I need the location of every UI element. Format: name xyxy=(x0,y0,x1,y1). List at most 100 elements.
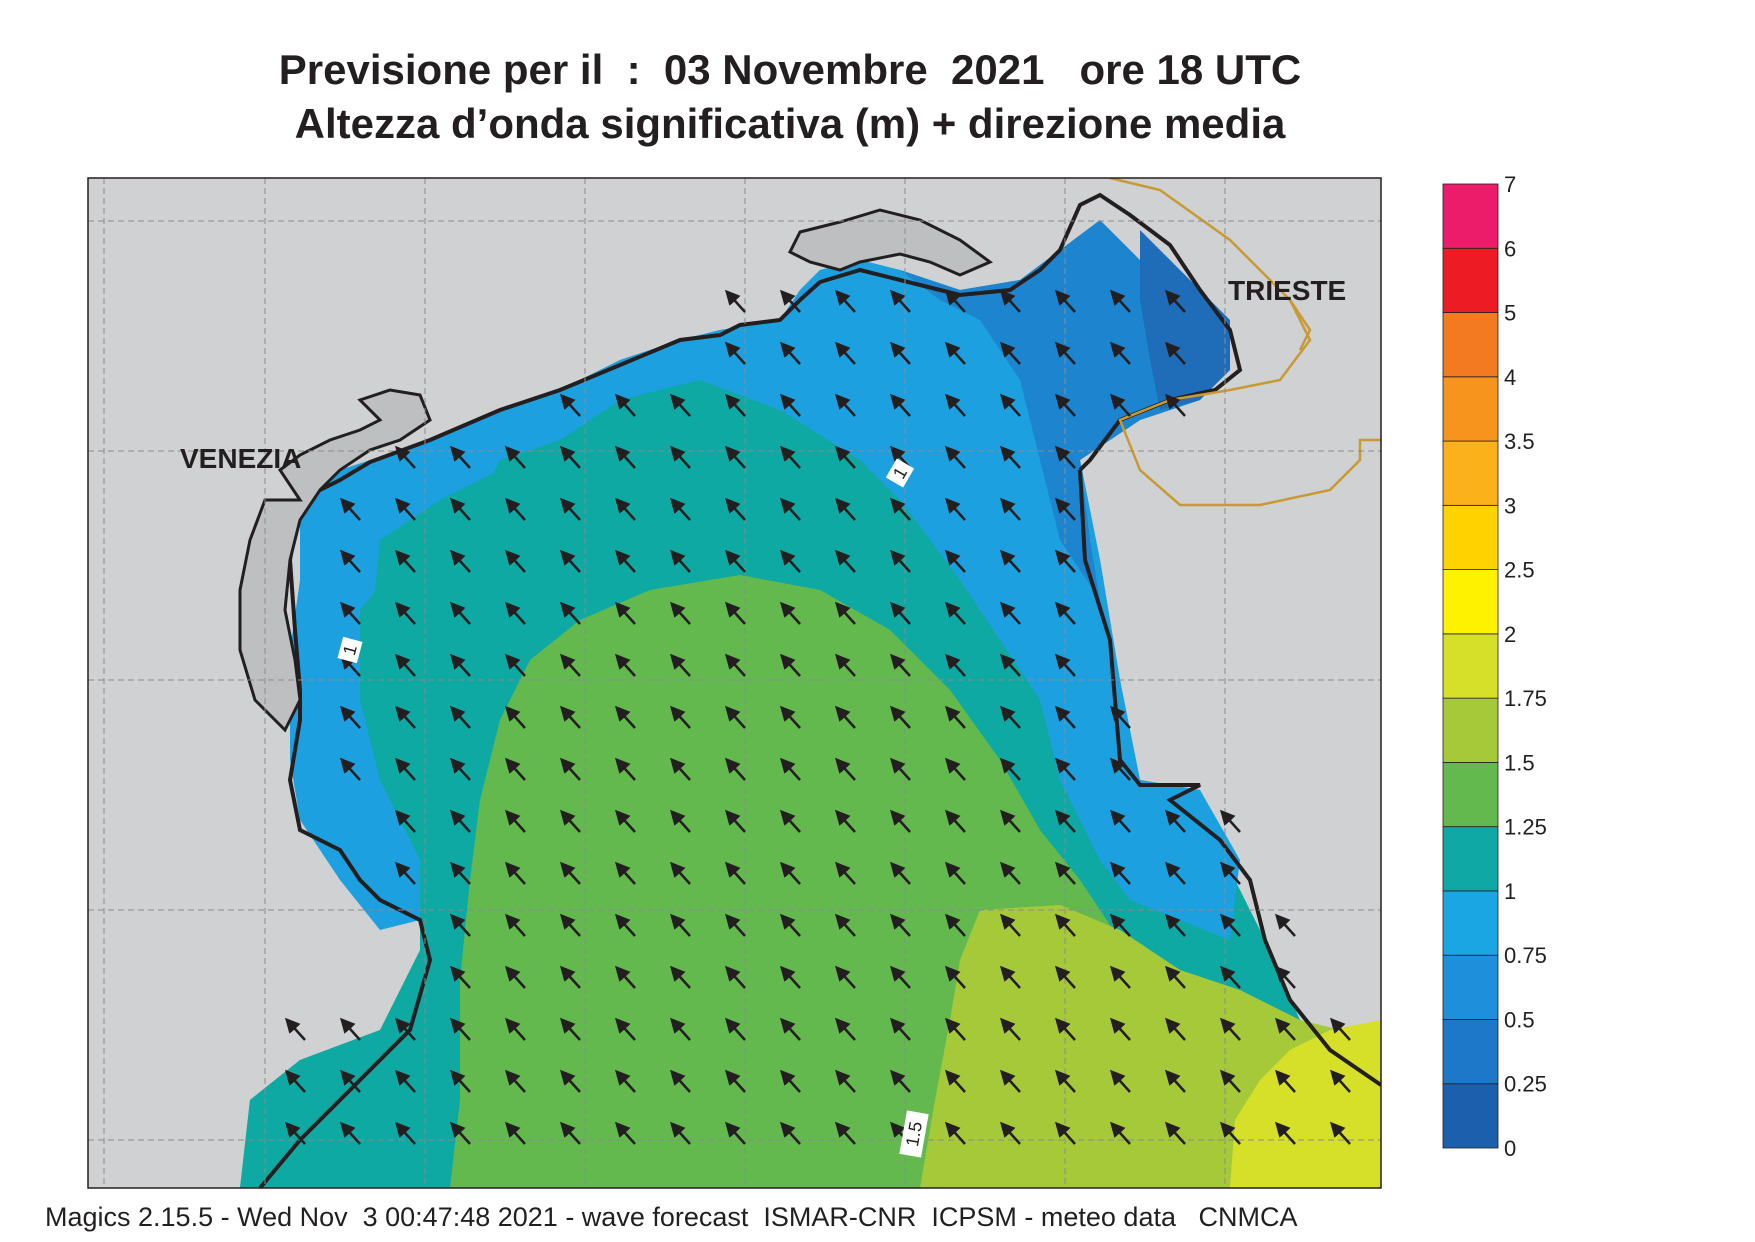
wave-direction-arrow xyxy=(779,809,801,833)
wave-direction-arrow xyxy=(1219,1121,1241,1145)
wave-direction-arrow xyxy=(724,757,746,781)
wave-direction-arrow xyxy=(889,497,911,521)
wave-direction-arrow xyxy=(724,445,746,469)
wave-direction-arrow xyxy=(834,757,856,781)
wave-direction-arrow xyxy=(559,1017,581,1041)
wave-direction-arrow xyxy=(944,445,966,469)
wave-direction-arrow xyxy=(669,861,691,885)
colorbar-tick-label: 3 xyxy=(1504,493,1516,518)
wave-direction-arrow xyxy=(559,549,581,573)
wave-direction-arrow xyxy=(559,445,581,469)
wave-direction-arrow xyxy=(999,653,1021,677)
wave-direction-arrow xyxy=(449,757,471,781)
wave-direction-arrow xyxy=(999,913,1021,937)
wave-direction-arrow xyxy=(1219,861,1241,885)
wave-direction-arrow xyxy=(394,601,416,625)
wave-direction-arrow xyxy=(1054,913,1076,937)
wave-direction-arrow xyxy=(834,965,856,989)
wave-direction-arrow xyxy=(834,445,856,469)
wave-direction-arrow xyxy=(724,965,746,989)
colorbar-swatch xyxy=(1442,183,1499,249)
wave-direction-arrow xyxy=(779,1017,801,1041)
wave-direction-arrow xyxy=(834,497,856,521)
wave-direction-arrow xyxy=(1274,913,1296,937)
wave-direction-arrow xyxy=(559,601,581,625)
city-label-trieste: TRIESTE xyxy=(1228,275,1346,306)
wave-direction-arrow xyxy=(449,1017,471,1041)
colorbar: 0 0.25 0.5 0.75 1 1.25 1.5 1.75 2 2.5 3 3.5 4 5 6 7 xyxy=(1442,172,1547,1161)
wave-direction-arrow xyxy=(1329,1017,1351,1041)
wave-direction-arrow xyxy=(339,497,361,521)
wave-direction-arrow xyxy=(779,965,801,989)
wave-direction-arrow xyxy=(669,445,691,469)
wave-direction-arrow xyxy=(889,861,911,885)
wave-direction-arrow xyxy=(504,809,526,833)
colorbar-swatch xyxy=(1442,762,1499,828)
wave-direction-arrow xyxy=(1109,1069,1131,1093)
wave-direction-arrow xyxy=(504,965,526,989)
wave-direction-arrow xyxy=(504,497,526,521)
wave-direction-arrow xyxy=(449,965,471,989)
wave-direction-arrow xyxy=(889,757,911,781)
contour-label-1b: 1 xyxy=(337,636,363,664)
wave-direction-arrow xyxy=(449,1069,471,1093)
wave-direction-arrow xyxy=(834,341,856,365)
wave-direction-arrow xyxy=(1164,289,1186,313)
wave-direction-arrow xyxy=(1054,653,1076,677)
wave-direction-arrow xyxy=(614,549,636,573)
wave-direction-arrow xyxy=(1109,1017,1131,1041)
wave-direction-arrow xyxy=(1164,809,1186,833)
wave-direction-arrow xyxy=(999,965,1021,989)
wave-direction-arrow xyxy=(724,549,746,573)
wave-direction-arrow xyxy=(944,809,966,833)
wave-direction-arrow xyxy=(944,861,966,885)
wave-direction-arrow xyxy=(559,705,581,729)
wave-direction-arrow xyxy=(999,289,1021,313)
wave-direction-arrow xyxy=(1054,601,1076,625)
wave-direction-arrow xyxy=(1054,1017,1076,1041)
wave-direction-arrow xyxy=(669,601,691,625)
wave-direction-arrow xyxy=(999,549,1021,573)
wave-direction-arrow xyxy=(779,289,801,313)
wave-direction-arrow xyxy=(449,1121,471,1145)
colorbar-swatch xyxy=(1442,376,1499,442)
wave-direction-arrow xyxy=(449,497,471,521)
wave-direction-arrow xyxy=(449,445,471,469)
wave-direction-arrow xyxy=(614,913,636,937)
wave-direction-arrow xyxy=(284,1069,306,1093)
wave-direction-arrow xyxy=(999,497,1021,521)
wave-direction-arrow xyxy=(834,913,856,937)
colorbar-swatch xyxy=(1442,247,1499,313)
wave-direction-arrow xyxy=(1054,289,1076,313)
wave-direction-arrow xyxy=(944,289,966,313)
colorbar-swatch xyxy=(1442,1083,1499,1149)
wave-direction-arrow xyxy=(614,445,636,469)
wave-direction-arrow xyxy=(779,601,801,625)
colorbar-swatch xyxy=(1442,954,1499,1020)
wave-direction-arrow xyxy=(394,757,416,781)
wave-direction-arrow xyxy=(834,549,856,573)
wave-direction-arrow xyxy=(779,497,801,521)
wave-direction-arrow xyxy=(944,757,966,781)
wave-direction-arrow xyxy=(889,393,911,417)
wave-direction-arrow xyxy=(834,1017,856,1041)
wave-direction-arrow xyxy=(1109,809,1131,833)
wave-direction-arrow xyxy=(779,653,801,677)
colorbar-tick-label: 5 xyxy=(1504,301,1516,326)
wave-direction-arrow xyxy=(944,497,966,521)
wave-direction-arrow xyxy=(614,601,636,625)
colorbar-swatch xyxy=(1442,440,1499,506)
wave-direction-arrow xyxy=(1164,965,1186,989)
wave-direction-arrow xyxy=(394,445,416,469)
wave-direction-arrow xyxy=(944,1017,966,1041)
wave-direction-arrow xyxy=(834,289,856,313)
wave-direction-arrow xyxy=(1054,393,1076,417)
wave-direction-arrow xyxy=(889,705,911,729)
wave-direction-arrow xyxy=(724,1121,746,1145)
wave-direction-arrow xyxy=(1054,809,1076,833)
wave-direction-arrow xyxy=(779,757,801,781)
wave-direction-arrow xyxy=(834,601,856,625)
wave-direction-arrow xyxy=(614,1121,636,1145)
map-title-line2: Altezza d’onda significativa (m) + direz… xyxy=(294,100,1286,147)
wave-direction-arrow xyxy=(889,653,911,677)
